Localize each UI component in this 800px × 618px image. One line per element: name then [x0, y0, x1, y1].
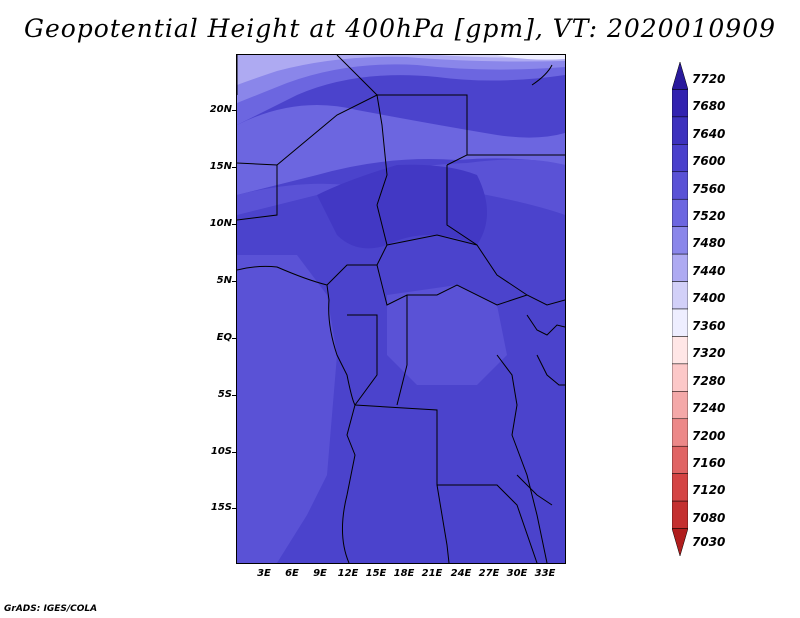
- colorbar-label: 7160: [692, 455, 726, 470]
- colorbar-label: 7120: [692, 483, 726, 498]
- lon-label-9e: 9E: [313, 568, 327, 579]
- colorbar-label: 7640: [692, 126, 726, 141]
- colorbar-label: 7320: [692, 346, 726, 361]
- contour-7520-band: [237, 105, 565, 195]
- colorbar-cell: [672, 253, 688, 282]
- lon-label-3e: 3E: [257, 568, 271, 579]
- lat-tick: [232, 452, 236, 453]
- lon-label-27e: 27E: [478, 568, 500, 579]
- lat-tick: [232, 110, 236, 111]
- colorbar-label: 7240: [692, 401, 726, 416]
- colorbar-label: 7030: [692, 535, 726, 550]
- lon-label-33e: 33E: [534, 568, 556, 579]
- colorbar-cell: [672, 528, 688, 556]
- lon-label-18e: 18E: [393, 568, 415, 579]
- contour-7600-core: [317, 164, 487, 249]
- colorbar-cell: [672, 89, 688, 118]
- contour-7560-center: [387, 285, 507, 385]
- colorbar-cell: [672, 391, 688, 420]
- colorbar-cell: [672, 281, 688, 310]
- lon-label-21e: 21E: [421, 568, 443, 579]
- colorbar-cell: [672, 198, 688, 227]
- colorbar-cell: [672, 116, 688, 145]
- map-svg: [237, 55, 565, 563]
- colorbar-cell: [672, 418, 688, 447]
- colorbar-cell: [672, 336, 688, 365]
- lat-label-5n: 5N: [216, 275, 232, 286]
- lon-label-24e: 24E: [450, 568, 472, 579]
- colorbar-label: 7520: [692, 208, 726, 223]
- colorbar-cells: [672, 62, 688, 556]
- colorbar-cell: [672, 171, 688, 200]
- colorbar-label: 7600: [692, 154, 726, 169]
- lat-label-15n: 15N: [209, 161, 232, 172]
- contour-7560-west: [237, 255, 337, 563]
- colorbar-label: 7720: [692, 71, 726, 86]
- contour-7360-north: [497, 55, 565, 60]
- colorbar-label: 7680: [692, 99, 726, 114]
- lon-label-15e: 15E: [365, 568, 387, 579]
- colorbar-label: 7440: [692, 263, 726, 278]
- lat-label-15s: 15S: [210, 502, 232, 513]
- colorbar-cell: [672, 363, 688, 392]
- colorbar-cell: [672, 144, 688, 173]
- lon-label-30e: 30E: [506, 568, 528, 579]
- lat-label-eq: EQ: [216, 332, 232, 343]
- lat-tick: [232, 224, 236, 225]
- lat-tick: [232, 167, 236, 168]
- colorbar-label: 7400: [692, 291, 726, 306]
- colorbar-cell: [672, 473, 688, 502]
- colorbar-label: 7080: [692, 510, 726, 525]
- grads-credit: GrADS: IGES/COLA: [4, 604, 98, 614]
- plot-title: Geopotential Height at 400hPa [gpm], VT:…: [23, 14, 777, 43]
- colorbar-cell: [672, 445, 688, 474]
- lat-tick: [232, 281, 236, 282]
- lon-label-12e: 12E: [337, 568, 359, 579]
- lat-tick: [232, 508, 236, 509]
- boundaries: [237, 55, 565, 563]
- colorbar-label: 7200: [692, 428, 726, 443]
- lat-tick: [232, 395, 236, 396]
- lat-tick: [232, 338, 236, 339]
- lat-label-10n: 10N: [209, 218, 232, 229]
- contour-7480-north: [237, 55, 565, 103]
- colorbar: [672, 62, 688, 556]
- lat-label-20n: 20N: [209, 104, 232, 115]
- lon-label-6e: 6E: [285, 568, 299, 579]
- colorbar-cell: [672, 500, 688, 529]
- colorbar-label: 7360: [692, 318, 726, 333]
- lat-label-10s: 10S: [210, 446, 232, 457]
- contour-7400-north: [237, 55, 565, 58]
- colorbar-label: 7560: [692, 181, 726, 196]
- lat-label-5s: 5S: [217, 389, 232, 400]
- colorbar-label: 7280: [692, 373, 726, 388]
- colorbar-label: 7480: [692, 236, 726, 251]
- colorbar-cell: [672, 226, 688, 255]
- colorbar-cell: [672, 308, 688, 337]
- map-panel: [236, 54, 566, 564]
- colorbar-cell: [672, 62, 688, 90]
